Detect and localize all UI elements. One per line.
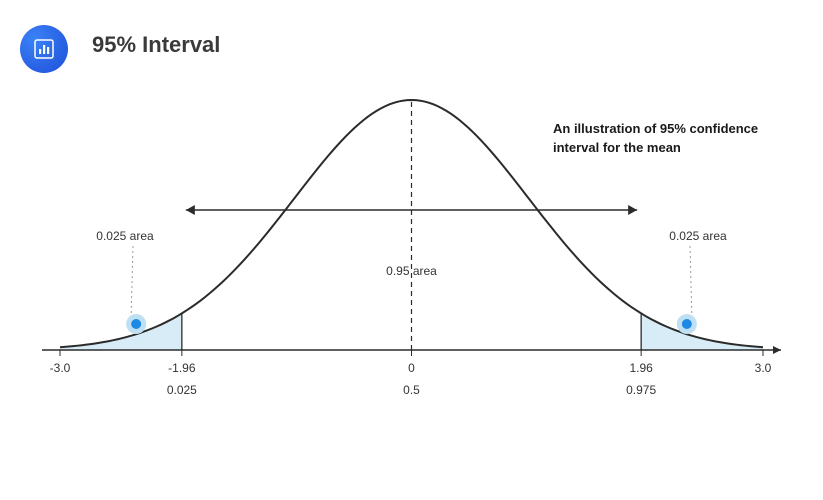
- tick-label: 3.0: [755, 361, 772, 375]
- arrowhead-left: [186, 205, 195, 215]
- tick-label: -3.0: [50, 361, 71, 375]
- left-pointer: [131, 246, 133, 316]
- axis-arrowhead: [773, 346, 781, 354]
- tick-label: -1.96: [168, 361, 196, 375]
- distribution-chart: 0.95 area 0.025 area 0.025 area -3.0 -1.96 0 1…: [30, 90, 793, 480]
- left-tail-label: 0.025 area: [96, 229, 154, 243]
- right-tail-fill: [641, 313, 763, 350]
- tick-label-row2: 0.975: [626, 383, 656, 397]
- right-pointer: [690, 246, 692, 316]
- right-tail-label: 0.025 area: [669, 229, 727, 243]
- right-dot: [682, 319, 692, 329]
- arrowhead-right: [628, 205, 637, 215]
- tick-label-row2: 0.5: [403, 383, 420, 397]
- tick-label: 0: [408, 361, 415, 375]
- tick-label: 1.96: [629, 361, 653, 375]
- left-tail-fill: [60, 313, 182, 350]
- center-area-label: 0.95 area: [386, 264, 437, 278]
- tick-label-row2: 0.025: [167, 383, 197, 397]
- page-title: 95% Interval: [92, 32, 220, 58]
- left-dot: [131, 319, 141, 329]
- stats-icon: [20, 25, 68, 73]
